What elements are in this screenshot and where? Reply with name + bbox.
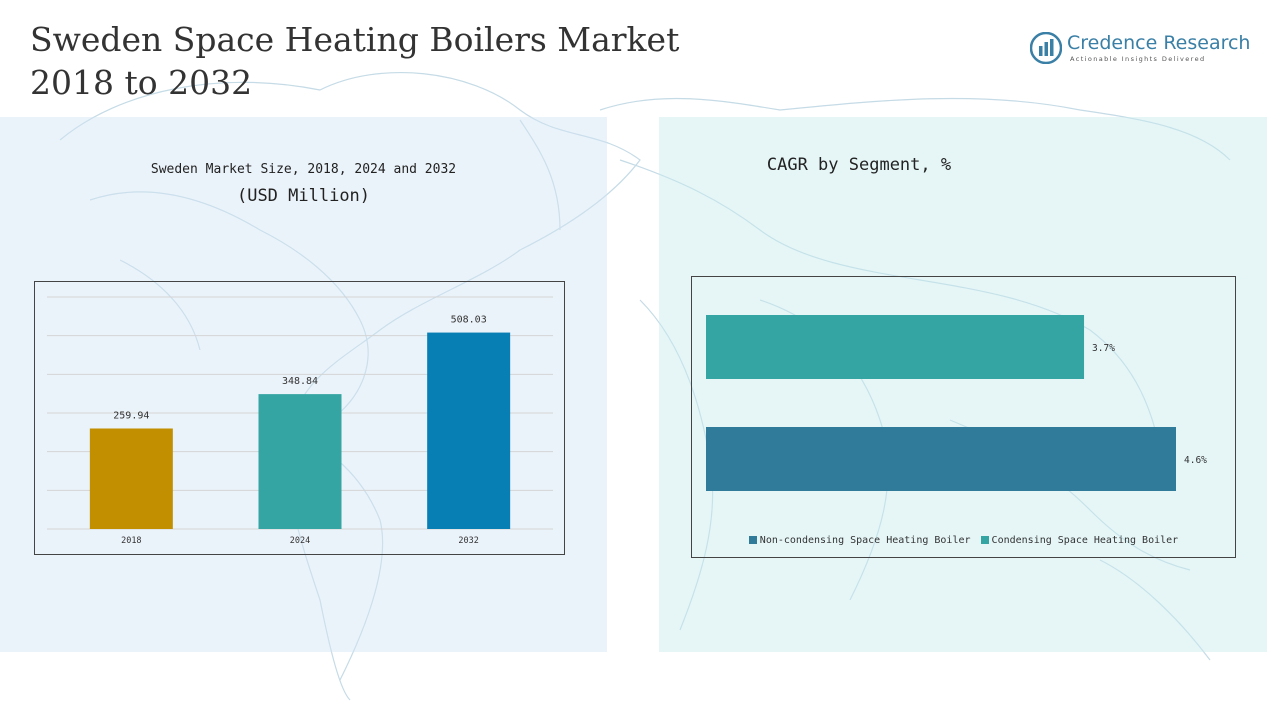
legend-label-condensing: Condensing Space Heating Boiler — [991, 535, 1179, 546]
market-size-title: Sweden Market Size, 2018, 2024 and 2032 — [150, 162, 457, 177]
market-size-bar-chart: 259.94 2018 348.84 2024 508.03 2032 — [47, 296, 553, 546]
legend-label-non-condensing: Non-condensing Space Heating Boiler — [759, 535, 971, 546]
value-label-2024: 348.84 — [282, 376, 318, 387]
title-line-1: Sweden Space Heating Boilers Market — [30, 20, 680, 59]
market-size-chart-title: Sweden Market Size, 2018, 2024 and 2032 … — [0, 157, 607, 209]
brand-name: Credence Research — [1067, 32, 1251, 54]
cagr-chart-title: CAGR by Segment, % — [766, 155, 952, 175]
bar-2032 — [427, 332, 511, 529]
bar-chart-logo-icon — [1030, 32, 1062, 64]
hbar-condensing — [706, 315, 1085, 379]
bar-2024 — [258, 394, 342, 529]
title-line-2: 2018 to 2032 — [30, 63, 253, 102]
value-label-2018: 259.94 — [113, 410, 149, 421]
tick-label-2024: 2024 — [290, 536, 310, 546]
tick-label-2032: 2032 — [458, 536, 478, 546]
legend-swatch-non-condensing — [748, 536, 757, 544]
market-size-chart: 259.94 2018 348.84 2024 508.03 2032 — [34, 281, 565, 555]
legend-item-non-condensing: Non-condensing Space Heating Boiler — [748, 535, 971, 546]
legend-item-condensing: Condensing Space Heating Boiler — [980, 535, 1179, 546]
bar-2018 — [89, 428, 173, 529]
hbar-non-condensing — [706, 427, 1176, 491]
value-label-condensing: 3.7% — [1092, 343, 1115, 354]
tick-label-2018: 2018 — [121, 536, 141, 546]
cagr-chart: 3.7% 4.6% Non-condensing Space Heating Bo… — [691, 276, 1236, 558]
brand-tagline: Actionable Insights Delivered — [1070, 55, 1206, 63]
cagr-bar-chart: 3.7% 4.6% — [706, 315, 1207, 491]
cagr-legend: Non-condensing Space Heating Boiler Cond… — [692, 535, 1235, 546]
page-title: Sweden Space Heating Boilers Market 2018… — [30, 18, 679, 104]
value-label-non-condensing: 4.6% — [1184, 455, 1207, 466]
market-size-unit: (USD Million) — [236, 186, 371, 206]
legend-swatch-condensing — [980, 536, 989, 544]
cagr-panel: CAGR by Segment, % — [659, 117, 1267, 652]
value-label-2032: 508.03 — [451, 315, 487, 326]
brand-logo[interactable]: Credence Research Actionable Insights De… — [1030, 30, 1250, 70]
